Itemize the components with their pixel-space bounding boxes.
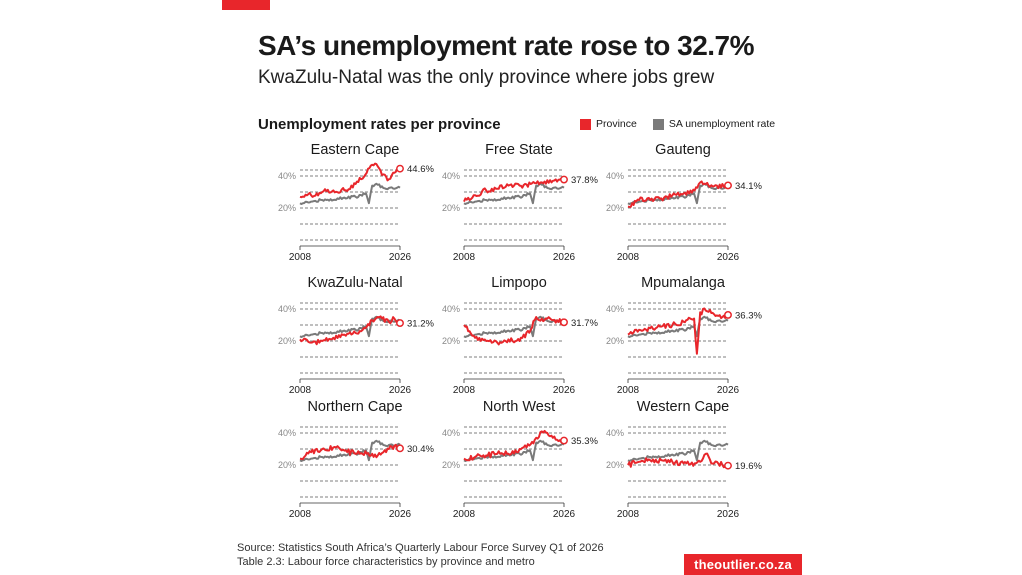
- y-tick-label: 20%: [606, 336, 624, 346]
- sa-series-line-8: [627, 439, 729, 462]
- x-tick-label: 2026: [553, 509, 576, 520]
- x-tick-label: 2026: [553, 385, 576, 396]
- sa-series-line-4: [463, 315, 565, 338]
- panel-title-3: KwaZulu-Natal: [307, 275, 402, 291]
- legend-item-province: Province: [580, 118, 637, 130]
- y-tick-label: 20%: [278, 336, 296, 346]
- y-tick-label: 40%: [606, 428, 624, 438]
- end-point-marker-3: [396, 319, 404, 328]
- x-tick-label: 2026: [553, 252, 576, 263]
- chart-legend: Province SA unemployment rate: [580, 118, 785, 130]
- page-subtitle: KwaZulu-Natal was the only province wher…: [258, 67, 715, 88]
- y-tick-label: 20%: [278, 460, 296, 470]
- end-value-label-7: 35.3%: [571, 436, 598, 447]
- end-value-label-8: 19.6%: [735, 461, 762, 472]
- province-series-line-0: [299, 162, 401, 199]
- sa-series-line-7: [463, 439, 565, 462]
- x-tick-label: 2008: [453, 252, 476, 263]
- x-tick-label: 2026: [717, 252, 740, 263]
- end-value-label-3: 31.2%: [407, 319, 434, 330]
- sa-series-line-5: [627, 315, 729, 338]
- x-tick-label: 2008: [289, 509, 312, 520]
- legend-label-sa: SA unemployment rate: [668, 118, 776, 130]
- section-title: Unemployment rates per province: [258, 116, 501, 133]
- legend-swatch-sa: [652, 118, 664, 130]
- x-tick-label: 2026: [389, 509, 412, 520]
- panel-title-4: Limpopo: [491, 275, 547, 291]
- province-series-line-5: [627, 307, 728, 355]
- province-series-line-1: [463, 177, 565, 203]
- end-point-marker-1: [560, 175, 568, 184]
- y-tick-label: 20%: [442, 203, 460, 213]
- brand-accent-bar: [222, 0, 270, 10]
- source-line-2: Table 2.3: Labour force characteristics …: [237, 556, 535, 568]
- end-point-marker-4: [560, 318, 568, 327]
- x-tick-label: 2026: [717, 385, 740, 396]
- y-tick-label: 40%: [442, 171, 460, 181]
- y-tick-label: 20%: [442, 336, 460, 346]
- province-series-line-8: [627, 452, 728, 469]
- y-tick-label: 40%: [278, 304, 296, 314]
- end-point-marker-0: [396, 164, 404, 173]
- end-point-marker-6: [396, 444, 404, 453]
- province-series-line-2: [627, 180, 729, 208]
- y-tick-label: 40%: [442, 428, 460, 438]
- y-tick-label: 20%: [442, 460, 460, 470]
- panel-title-6: Northern Cape: [307, 399, 402, 415]
- end-value-label-0: 44.6%: [407, 164, 434, 175]
- province-series-line-7: [463, 429, 565, 462]
- y-tick-label: 40%: [278, 171, 296, 181]
- panel-title-7: North West: [483, 399, 555, 415]
- sa-series-line-0: [299, 182, 401, 205]
- panel-title-1: Free State: [485, 142, 553, 158]
- x-tick-label: 2008: [453, 385, 476, 396]
- end-value-label-5: 36.3%: [735, 310, 762, 321]
- end-value-label-2: 34.1%: [735, 181, 762, 192]
- brand-badge[interactable]: theoutlier.co.za: [684, 554, 802, 575]
- x-tick-label: 2008: [617, 385, 640, 396]
- end-value-label-4: 31.7%: [571, 318, 598, 329]
- x-tick-label: 2008: [453, 509, 476, 520]
- x-tick-label: 2008: [617, 509, 640, 520]
- y-tick-label: 20%: [606, 203, 624, 213]
- province-series-line-6: [299, 443, 401, 461]
- y-tick-label: 20%: [278, 203, 296, 213]
- x-tick-label: 2026: [389, 385, 412, 396]
- x-tick-label: 2026: [389, 252, 412, 263]
- x-tick-label: 2008: [289, 385, 312, 396]
- x-tick-label: 2008: [289, 252, 312, 263]
- end-value-label-6: 30.4%: [407, 444, 434, 455]
- province-series-line-3: [299, 315, 401, 346]
- y-tick-label: 40%: [606, 171, 624, 181]
- end-point-marker-2: [724, 181, 732, 190]
- page-title: SA’s unemployment rate rose to 32.7%: [258, 30, 755, 61]
- panel-title-2: Gauteng: [655, 142, 711, 158]
- source-line-1: Source: Statistics South Africa’s Quarte…: [237, 542, 604, 554]
- end-value-label-1: 37.8%: [571, 175, 598, 186]
- end-point-marker-5: [724, 310, 732, 319]
- end-point-marker-8: [724, 461, 732, 470]
- x-tick-label: 2026: [717, 509, 740, 520]
- legend-item-sa: SA unemployment rate: [652, 118, 776, 130]
- sa-series-line-1: [463, 182, 565, 205]
- legend-swatch-province: [580, 118, 591, 130]
- source-note: Source: Statistics South Africa’s Quarte…: [237, 541, 604, 569]
- legend-label-province: Province: [596, 118, 637, 130]
- panel-title-5: Mpumalanga: [641, 275, 726, 291]
- y-tick-label: 40%: [606, 304, 624, 314]
- province-series-line-4: [463, 316, 565, 346]
- x-tick-label: 2008: [617, 252, 640, 263]
- y-tick-label: 40%: [442, 304, 460, 314]
- panel-title-8: Western Cape: [637, 399, 729, 415]
- y-tick-label: 40%: [278, 428, 296, 438]
- y-tick-label: 20%: [606, 460, 624, 470]
- panel-title-0: Eastern Cape: [311, 142, 400, 158]
- end-point-marker-7: [560, 436, 568, 445]
